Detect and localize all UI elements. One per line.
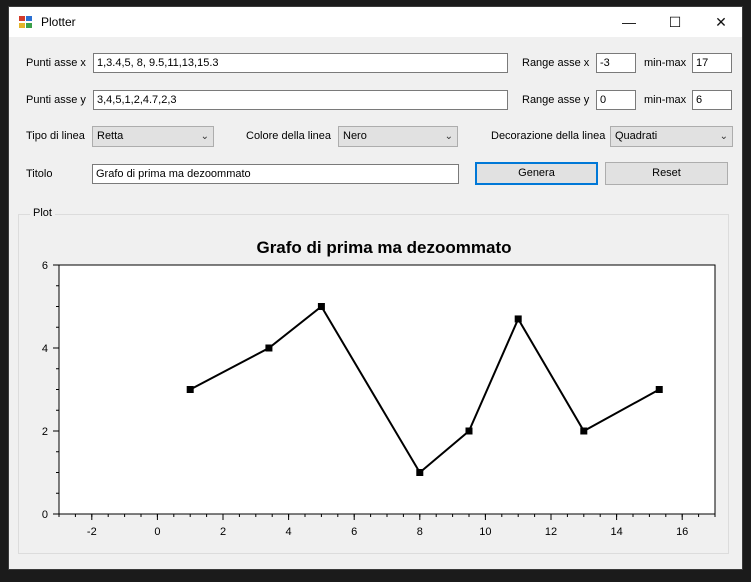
y-tick-label: 0 (42, 509, 48, 521)
chevron-down-icon: ⌄ (200, 131, 209, 142)
x-range-max-input[interactable] (692, 53, 732, 73)
x-tick-label: 10 (479, 526, 491, 538)
y-minmax-label: min-max (644, 94, 687, 106)
x-tick-label: 12 (545, 526, 557, 538)
data-point (655, 386, 663, 393)
minimize-button[interactable]: — (622, 14, 636, 30)
data-point (416, 469, 424, 476)
data-point (317, 303, 325, 310)
y-range-label: Range asse y (522, 94, 590, 106)
x-tick-label: 14 (610, 526, 622, 538)
series-line (189, 305, 660, 475)
app-icon (19, 16, 33, 29)
maximize-button[interactable]: ☐ (668, 14, 682, 30)
y-points-input[interactable] (93, 90, 508, 110)
y-points-label: Punti asse y (26, 94, 86, 106)
line-color-label: Colore della linea (246, 130, 331, 142)
plotter-window: Plotter — ☐ ✕ Punti asse x Range asse x … (8, 6, 743, 570)
line-type-value: Retta (97, 130, 124, 142)
chevron-down-icon: ⌄ (719, 131, 728, 142)
x-tick-label: -2 (87, 526, 97, 538)
line-type-select[interactable]: Retta ⌄ (92, 126, 214, 147)
plot-area (58, 264, 716, 515)
x-tick-label: 2 (220, 526, 226, 538)
x-range-label: Range asse x (522, 57, 590, 69)
generate-button[interactable]: Genera (475, 162, 598, 185)
line-decoration-value: Quadrati (615, 130, 658, 142)
x-tick-label: 0 (154, 526, 160, 538)
line-type-label: Tipo di linea (26, 130, 85, 142)
line-color-value: Nero (343, 130, 367, 142)
y-range-min-input[interactable] (596, 90, 636, 110)
x-tick-label: 8 (417, 526, 423, 538)
data-point (186, 386, 194, 393)
x-tick-label: 16 (676, 526, 688, 538)
line-decoration-label: Decorazione della linea (491, 130, 606, 142)
reset-button[interactable]: Reset (605, 162, 728, 185)
data-point (465, 427, 473, 435)
x-tick-label: 4 (286, 526, 292, 538)
title-input[interactable] (92, 164, 459, 184)
chart: Grafo di prima ma dezoommato -2 0 2 4 6 8 10 12… (42, 238, 716, 538)
data-point (265, 344, 273, 352)
data-point (580, 427, 588, 435)
x-tick-label: 6 (351, 526, 357, 538)
chart-title: Grafo di prima ma dezoommato (256, 238, 511, 257)
y-tick-label: 2 (42, 426, 48, 438)
plot-group-label: Plot (30, 207, 55, 219)
close-button[interactable]: ✕ (715, 14, 727, 30)
chevron-down-icon: ⌄ (444, 131, 453, 142)
title-label: Titolo (26, 168, 53, 180)
x-minmax-label: min-max (644, 57, 687, 69)
line-color-select[interactable]: Nero ⌄ (338, 126, 458, 147)
y-tick-label: 6 (42, 260, 48, 272)
x-range-min-input[interactable] (596, 53, 636, 73)
line-decoration-select[interactable]: Quadrati ⌄ (610, 126, 733, 147)
window-title: Plotter (41, 15, 76, 29)
x-points-input[interactable] (93, 53, 508, 73)
plot-group (18, 214, 729, 554)
x-points-label: Punti asse x (26, 57, 86, 69)
data-point (514, 315, 522, 323)
y-tick-label: 4 (42, 343, 48, 355)
title-bar[interactable]: Plotter — ☐ ✕ (9, 7, 742, 37)
y-range-max-input[interactable] (692, 90, 732, 110)
